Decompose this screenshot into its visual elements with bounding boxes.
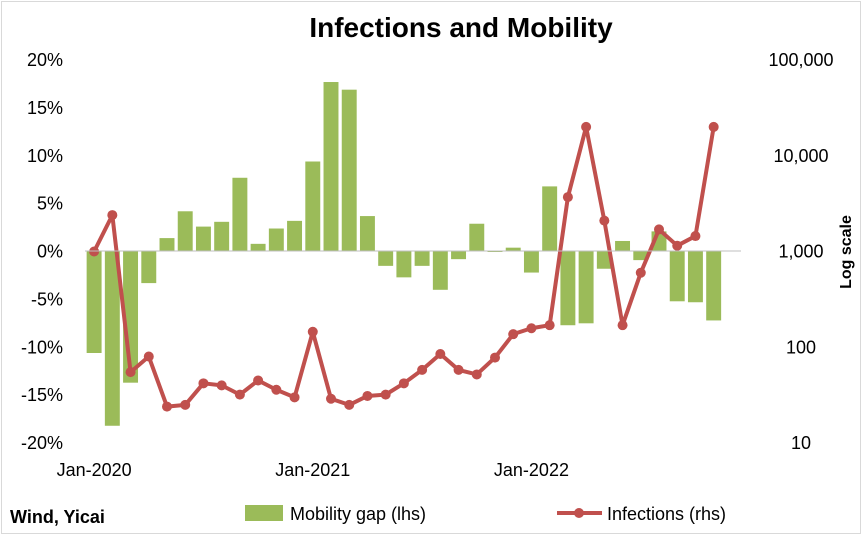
bar-mobility-2021-09: [451, 251, 467, 260]
left-axis: -20% -15% -10% -5% 0% 5% 10% 15% 20%: [21, 50, 63, 453]
right-tick-label: 10,000: [773, 146, 828, 166]
left-tick-label: 10%: [27, 146, 63, 166]
right-tick-label: 10: [791, 433, 811, 453]
legend: Mobility gap (lhs) Infections (rhs): [245, 504, 726, 524]
bar-mobility-2021-07: [414, 251, 430, 266]
point-infections-2022-03: [562, 192, 573, 203]
point-infections-2020-06: [180, 399, 191, 410]
bar-mobility-2020-11: [268, 228, 284, 252]
bar-mobility-2022-03: [560, 251, 576, 326]
x-axis: Jan-2020 Jan-2021 Jan-2022: [57, 460, 569, 480]
point-infections-2021-09: [453, 364, 464, 375]
point-infections-2021-01: [307, 326, 318, 337]
left-tick-label: -10%: [21, 337, 63, 357]
left-tick-label: 15%: [27, 98, 63, 118]
left-tick-label: -20%: [21, 433, 63, 453]
point-infections-2021-06: [398, 378, 409, 389]
point-infections-2020-02: [107, 210, 118, 221]
bar-mobility-2021-06: [396, 251, 412, 278]
source-note: Wind, Yicai: [10, 507, 105, 527]
point-infections-2022-10: [690, 231, 701, 242]
point-infections-2021-08: [435, 349, 446, 360]
bar-mobility-2022-10: [687, 251, 703, 303]
bar-mobility-2022-11: [706, 251, 722, 321]
left-tick-label: 0%: [37, 242, 63, 262]
point-infections-2021-03: [344, 399, 355, 410]
point-infections-2022-01: [526, 323, 537, 334]
legend-label-infections: Infections (rhs): [607, 504, 726, 524]
bar-mobility-2022-07: [633, 251, 649, 261]
right-tick-label: 1,000: [778, 242, 823, 262]
point-infections-2022-11: [708, 121, 719, 132]
bar-mobility-2021-01: [305, 161, 321, 252]
point-infections-2020-11: [271, 384, 282, 395]
right-tick-label: 100,000: [768, 50, 833, 70]
point-infections-2022-08: [654, 224, 664, 235]
bar-mobility-2022-04: [578, 251, 594, 324]
right-axis-label: Log scale: [838, 215, 855, 289]
point-infections-2022-06: [617, 320, 628, 331]
point-infections-2020-05: [162, 401, 172, 412]
point-infections-2020-10: [253, 375, 264, 386]
bar-mobility-2021-10: [469, 223, 485, 252]
bar-mobility-2021-02: [323, 82, 339, 252]
bar-mobility-2020-12: [287, 220, 303, 252]
bar-mobility-2021-03: [341, 89, 357, 252]
bar-mobility-2021-04: [359, 216, 375, 252]
right-axis: 10 100 1,000 10,000 100,000: [768, 50, 833, 453]
right-tick-label: 100: [786, 337, 816, 357]
point-infections-2021-07: [417, 364, 428, 375]
bar-mobility-2020-07: [195, 226, 211, 252]
legend-swatch-infections-marker: [574, 508, 584, 518]
point-infections-2022-09: [672, 240, 683, 251]
chart-title: Infections and Mobility: [309, 12, 613, 43]
left-tick-label: 20%: [27, 50, 63, 70]
bar-mobility-2020-08: [214, 221, 230, 252]
point-infections-2021-12: [508, 329, 519, 340]
bar-mobility-2020-01: [86, 251, 102, 353]
x-tick-label: Jan-2022: [494, 460, 569, 480]
legend-label-mobility: Mobility gap (lhs): [290, 504, 426, 524]
left-tick-label: 5%: [37, 194, 63, 214]
bar-mobility-2020-06: [177, 211, 193, 252]
point-infections-2022-02: [544, 320, 555, 331]
point-infections-2020-04: [143, 351, 154, 362]
bar-mobility-2022-02: [542, 186, 558, 252]
bar-mobility-2020-10: [250, 243, 266, 252]
x-tick-label: Jan-2020: [57, 460, 132, 480]
point-infections-2020-07: [198, 378, 209, 389]
point-infections-2022-07: [635, 267, 646, 278]
point-infections-2022-04: [581, 121, 592, 132]
point-infections-2020-09: [234, 389, 245, 400]
point-infections-2021-04: [362, 390, 373, 401]
point-infections-2020-12: [289, 392, 300, 403]
left-tick-label: -15%: [21, 385, 63, 405]
point-infections-2021-02: [326, 393, 336, 404]
bar-mobility-2021-11: [487, 251, 503, 252]
point-infections-2022-05: [599, 215, 610, 226]
bar-mobility-2022-09: [669, 251, 685, 302]
bar-mobility-2022-06: [615, 240, 631, 252]
bar-mobility-2021-12: [505, 247, 521, 252]
bar-mobility-2021-08: [432, 251, 448, 290]
point-infections-2021-11: [490, 352, 500, 363]
point-infections-2020-08: [216, 380, 227, 391]
infections-line: [89, 121, 719, 412]
bar-mobility-2021-05: [378, 251, 394, 266]
bar-mobility-2022-01: [523, 251, 539, 273]
point-infections-2020-03: [125, 367, 136, 378]
bar-mobility-2020-04: [141, 251, 157, 284]
point-infections-2021-10: [471, 369, 482, 380]
bar-mobility-2022-05: [596, 251, 612, 269]
x-tick-label: Jan-2021: [275, 460, 350, 480]
mobility-bars: [86, 82, 722, 426]
bar-mobility-2020-05: [159, 238, 175, 252]
legend-swatch-mobility: [245, 505, 283, 521]
left-tick-label: -5%: [31, 289, 63, 309]
bar-mobility-2020-02: [104, 251, 120, 426]
point-infections-2021-05: [380, 389, 391, 400]
bar-mobility-2020-09: [232, 177, 248, 252]
